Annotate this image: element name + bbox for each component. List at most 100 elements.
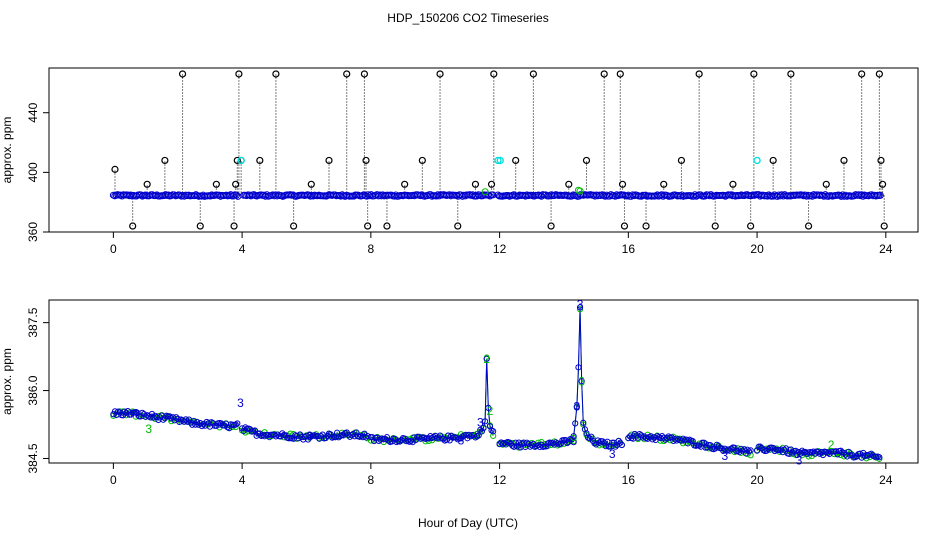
- spike-point: [600, 70, 608, 78]
- spike-point: [747, 222, 755, 230]
- spike-point: [325, 156, 333, 165]
- data-point: [483, 355, 490, 362]
- x-tick-label: 12: [493, 242, 507, 256]
- data-point: [367, 437, 374, 444]
- data-point: [576, 304, 584, 311]
- data-point: [737, 445, 745, 452]
- cyan-point: [237, 156, 245, 165]
- spike-point: [436, 70, 444, 78]
- data-point: [127, 411, 135, 418]
- data-point: [731, 444, 738, 451]
- point-label: 3: [458, 433, 465, 447]
- data-point: [353, 429, 360, 436]
- data-point: [311, 432, 318, 439]
- data-point: [383, 434, 391, 441]
- point-label: 3: [578, 375, 585, 389]
- x-tick-label: 20: [750, 473, 764, 487]
- data-point: [396, 438, 403, 445]
- upper-panel: 0 4 8 12 16 20 24 360 400 440 approx. ppm: [0, 67, 919, 256]
- data-point: [679, 435, 687, 442]
- data-point: [234, 420, 241, 427]
- spike-point: [362, 156, 370, 165]
- x-tick-label: 24: [879, 473, 893, 487]
- plot-frame: [48, 67, 919, 233]
- spike-point: [129, 222, 137, 230]
- data-point: [489, 191, 497, 199]
- data-point: [121, 408, 128, 415]
- data-point: [573, 403, 580, 410]
- data-point: [173, 414, 180, 421]
- spike-point: [620, 222, 629, 230]
- data-point: [618, 441, 625, 449]
- x-axis-label: Hour of Day (UTC): [418, 516, 518, 530]
- data-point: [707, 442, 714, 449]
- x-tick-label: 8: [368, 473, 375, 487]
- spike-point: [858, 70, 866, 78]
- spike-point: [660, 180, 668, 188]
- spike-point: [290, 222, 298, 230]
- data-point: [557, 440, 564, 447]
- x-tick-label: 16: [622, 473, 636, 487]
- data-point: [226, 425, 233, 432]
- spike-point: [877, 156, 885, 165]
- point-label: 3: [145, 422, 152, 436]
- spike-point: [418, 156, 426, 165]
- spike-point: [822, 180, 830, 188]
- data-point: [190, 417, 197, 425]
- data-point: [744, 446, 751, 453]
- x-tick-label: 4: [239, 473, 246, 487]
- data-point: [757, 443, 764, 450]
- spike-point: [618, 180, 627, 188]
- spike-point: [272, 70, 280, 78]
- spike-point: [178, 70, 187, 78]
- figure-title: HDP_150206 CO2 Timeseries: [387, 11, 548, 25]
- data-point: [723, 447, 730, 454]
- data-point: [876, 191, 884, 199]
- spike-point: [695, 70, 703, 78]
- data-point: [736, 449, 743, 456]
- spike-point: [880, 222, 888, 230]
- data-point: [512, 439, 519, 446]
- data-point: [615, 437, 622, 445]
- point-label: 3: [577, 298, 584, 312]
- y-tick-label: 400: [26, 162, 40, 182]
- data-point: [665, 433, 672, 440]
- x-tick-label: 24: [879, 242, 893, 256]
- data-point: [464, 435, 471, 442]
- spike-point: [529, 70, 537, 78]
- spike-point: [233, 156, 241, 165]
- point-label: 2: [828, 438, 835, 452]
- data-point: [575, 364, 582, 371]
- data-point: [139, 409, 146, 416]
- spike-point: [750, 70, 758, 78]
- data-point: [815, 448, 822, 456]
- spike-point: [840, 156, 848, 165]
- data-point: [422, 438, 429, 445]
- spike-point: [582, 156, 591, 165]
- y-tick-label: 384.5: [26, 443, 40, 473]
- data-point: [564, 439, 571, 447]
- data-point: [189, 421, 196, 428]
- data-point: [576, 306, 584, 313]
- spike-point: [383, 222, 391, 230]
- point-label: 3: [796, 454, 803, 468]
- data-point: [472, 434, 479, 441]
- data-point: [713, 441, 720, 448]
- data-point: [747, 447, 754, 454]
- data-point: [166, 413, 173, 420]
- spike-point: [565, 180, 573, 188]
- spike-point: [490, 70, 498, 78]
- spike-point: [616, 70, 624, 78]
- data-point: [482, 418, 489, 425]
- cyan-point: [494, 156, 502, 165]
- point-label: 3: [573, 399, 580, 413]
- point-label: 3: [477, 415, 484, 429]
- spike-point: [487, 180, 496, 188]
- data-point: [523, 439, 531, 446]
- data-point: [570, 434, 577, 441]
- x-tick-label: 20: [750, 242, 764, 256]
- spike-point: [212, 180, 220, 188]
- data-point: [856, 450, 864, 457]
- data-point: [232, 421, 239, 428]
- data-point: [742, 450, 749, 457]
